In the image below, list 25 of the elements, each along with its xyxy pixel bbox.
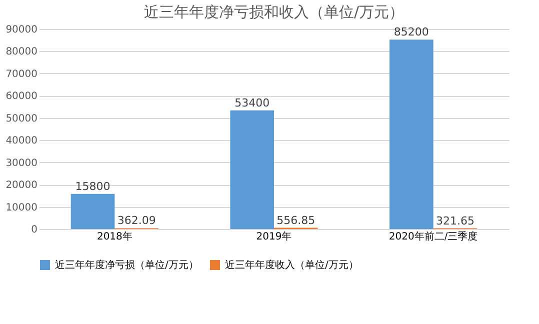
y-tick-label: 90000 bbox=[6, 24, 38, 36]
y-tick-label: 10000 bbox=[6, 202, 38, 214]
data-label: 53400 bbox=[234, 96, 270, 110]
y-tick-label: 70000 bbox=[6, 68, 38, 80]
legend-label: 近三年年度收入（单位/万元） bbox=[225, 259, 358, 271]
y-tick-label: 40000 bbox=[6, 136, 38, 147]
data-label: 85200 bbox=[394, 26, 429, 39]
x-tick-label: 2018年 bbox=[96, 230, 132, 242]
legend-label: 近三年年度净亏损（单位/万元） bbox=[55, 259, 198, 271]
data-label: 15800 bbox=[75, 180, 110, 193]
data-label: 556.85 bbox=[276, 214, 316, 227]
data-label: 362.09 bbox=[117, 214, 156, 228]
bar bbox=[70, 194, 115, 229]
y-tick-label: 60000 bbox=[6, 91, 38, 102]
y-tick-label: 80000 bbox=[6, 46, 38, 58]
y-tick-label: 20000 bbox=[6, 180, 38, 192]
bar bbox=[390, 40, 434, 229]
y-tick-label: 30000 bbox=[6, 158, 38, 169]
y-tick-label: 50000 bbox=[6, 113, 38, 124]
y-tick-label: 0 bbox=[31, 224, 38, 236]
bar bbox=[230, 110, 274, 229]
chart-title: 近三年年度净亏损和收入（单位/万元） bbox=[144, 3, 404, 21]
data-label: 321.65 bbox=[436, 214, 474, 228]
x-tick-label: 2020年前二/三季度 bbox=[388, 230, 478, 242]
x-tick-label: 2019年 bbox=[256, 230, 292, 242]
